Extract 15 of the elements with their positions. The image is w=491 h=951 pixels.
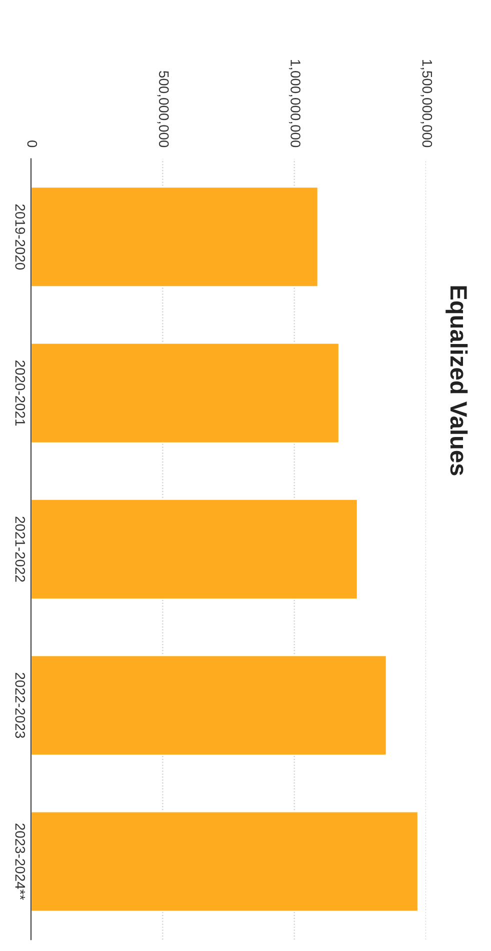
bar	[31, 342, 340, 444]
y-tick-label: 2021-2022	[15, 516, 26, 582]
x-tick-label: 1,500,000,000	[420, 60, 432, 148]
bar	[31, 654, 388, 756]
bar	[31, 810, 419, 912]
bar	[31, 498, 358, 600]
y-tick-label: 2019-2020	[15, 204, 26, 270]
y-tick-label: 2022-2023	[15, 672, 26, 738]
y-tick-label: 2020-2021	[15, 360, 26, 426]
bar	[31, 186, 319, 288]
y-tick-label: 2023-2024**	[15, 824, 26, 900]
x-tick-label: 1,000,000,000	[288, 60, 300, 148]
x-tick-label: 0	[27, 140, 38, 148]
x-tick-label: 500,000,000	[157, 71, 169, 148]
text: Equalized Values	[446, 286, 468, 476]
